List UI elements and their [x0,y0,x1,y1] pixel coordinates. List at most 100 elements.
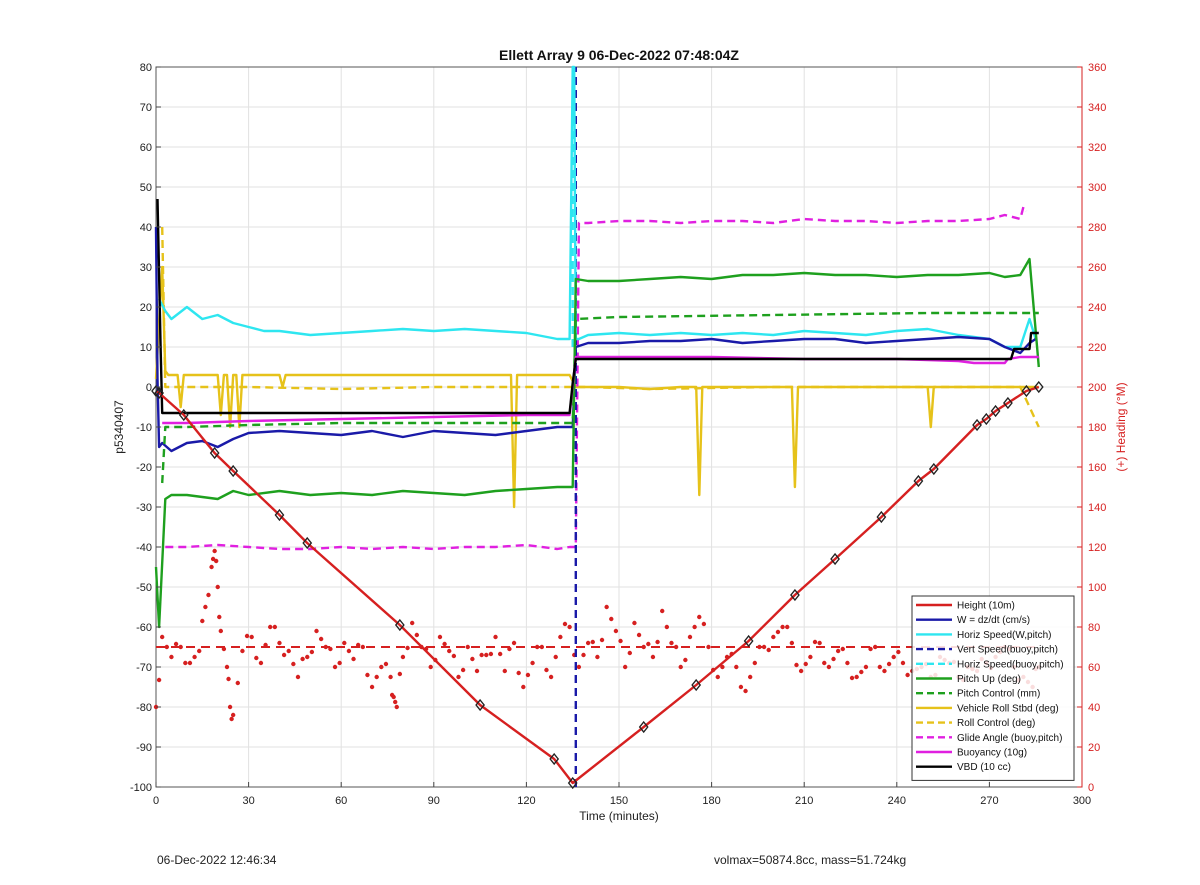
heading-point [263,642,268,648]
heading-point [859,669,864,675]
heading-point [585,640,591,646]
heading-point [692,624,697,630]
heading-point [562,621,568,627]
heading-point [535,644,540,650]
heading-point [794,662,799,668]
legend-label: Pitch Up (deg) [957,674,1021,685]
heading-point [178,644,183,650]
height-marker [228,464,239,478]
heading-point [235,680,240,686]
right-tick-label: 20 [1088,742,1100,754]
y-tick-label: 70 [140,102,152,114]
right-tick-label: 60 [1088,662,1100,674]
heading-point [812,639,818,645]
right-tick-label: 140 [1088,502,1106,514]
heading-point [701,621,707,627]
right-tick-label: 260 [1088,262,1106,274]
y-tick-label: -10 [136,422,152,434]
heading-point [604,604,609,610]
y-tick-label: -100 [130,782,152,794]
y-axis-ticks: -100-90-80-70-60-50-40-30-20-10010203040… [130,62,161,794]
x-tick-label: 90 [428,795,440,807]
y-tick-label: 80 [140,62,152,74]
heading-point [240,648,245,654]
series-layer [151,65,1044,790]
series-line-6 [161,311,1039,484]
legend-label: Roll Control (deg) [957,718,1035,729]
height-marker [302,536,313,550]
legend-label: W = dz/dt (cm/s) [957,615,1030,626]
heading-point [678,664,683,670]
heading-point [743,688,748,694]
height-marker [830,552,840,566]
heading-point [497,651,503,657]
y-tick-label: -40 [136,542,152,554]
heading-point [159,634,165,640]
heading-point [757,644,762,650]
series-line-1 [154,226,1037,453]
height-marker [1021,384,1032,398]
series-line-8 [161,226,1040,428]
heading-point [393,699,398,705]
right-tick-label: 320 [1088,142,1106,154]
heading-point [295,674,301,680]
y-tick-label: 10 [140,342,152,354]
x-tick-label: 240 [888,795,906,807]
heading-point [164,644,170,650]
heading-point [212,548,217,554]
heading-point [609,616,614,622]
heading-point [351,656,356,662]
heading-point [470,656,475,662]
heading-point [840,646,845,652]
right-tick-label: 360 [1088,62,1106,74]
heading-point [442,641,447,647]
heading-point [254,655,259,661]
heading-point [803,661,808,667]
heading-point [355,642,361,648]
heading-point [221,646,227,652]
x-tick-label: 270 [980,795,998,807]
heading-point [798,668,804,674]
heading-point [622,664,628,670]
legend-label: VBD (10 cc) [957,762,1011,773]
heading-point [218,628,224,634]
heading-point [507,646,512,652]
legend-label: Vehicle Roll Stbd (deg) [957,703,1059,714]
heading-point [206,592,211,598]
height-marker [154,386,164,400]
y-tick-label: -30 [136,502,152,514]
heading-point [502,668,507,674]
heading-point [683,657,688,663]
heading-point [697,614,702,620]
y-tick-label: 40 [140,222,152,234]
heading-point [173,641,179,647]
heading-point [488,651,494,657]
heading-point [632,620,637,626]
right-tick-label: 200 [1088,382,1106,394]
height-marker [178,408,189,422]
legend-box [911,595,1075,781]
height-marker [972,418,982,432]
heading-point [896,649,901,655]
heading-point [409,620,415,626]
heading-point [886,661,892,667]
heading-point [400,654,406,660]
heading-point [530,660,535,666]
heading-point [456,674,461,680]
series-line-11 [156,198,1039,415]
heading-point [854,674,859,680]
x-tick-label: 0 [153,795,159,807]
heading-point [405,645,410,651]
heading-point [646,641,651,647]
heading-point [734,664,739,670]
y-tick-label: 50 [140,182,152,194]
heading-point [474,668,480,674]
heading-point [641,644,646,650]
height-marker [567,776,578,790]
heading-point [230,712,236,718]
heading-point [209,564,214,570]
heading-point [738,684,744,690]
height-marker [691,678,702,692]
heading-point [493,634,498,640]
